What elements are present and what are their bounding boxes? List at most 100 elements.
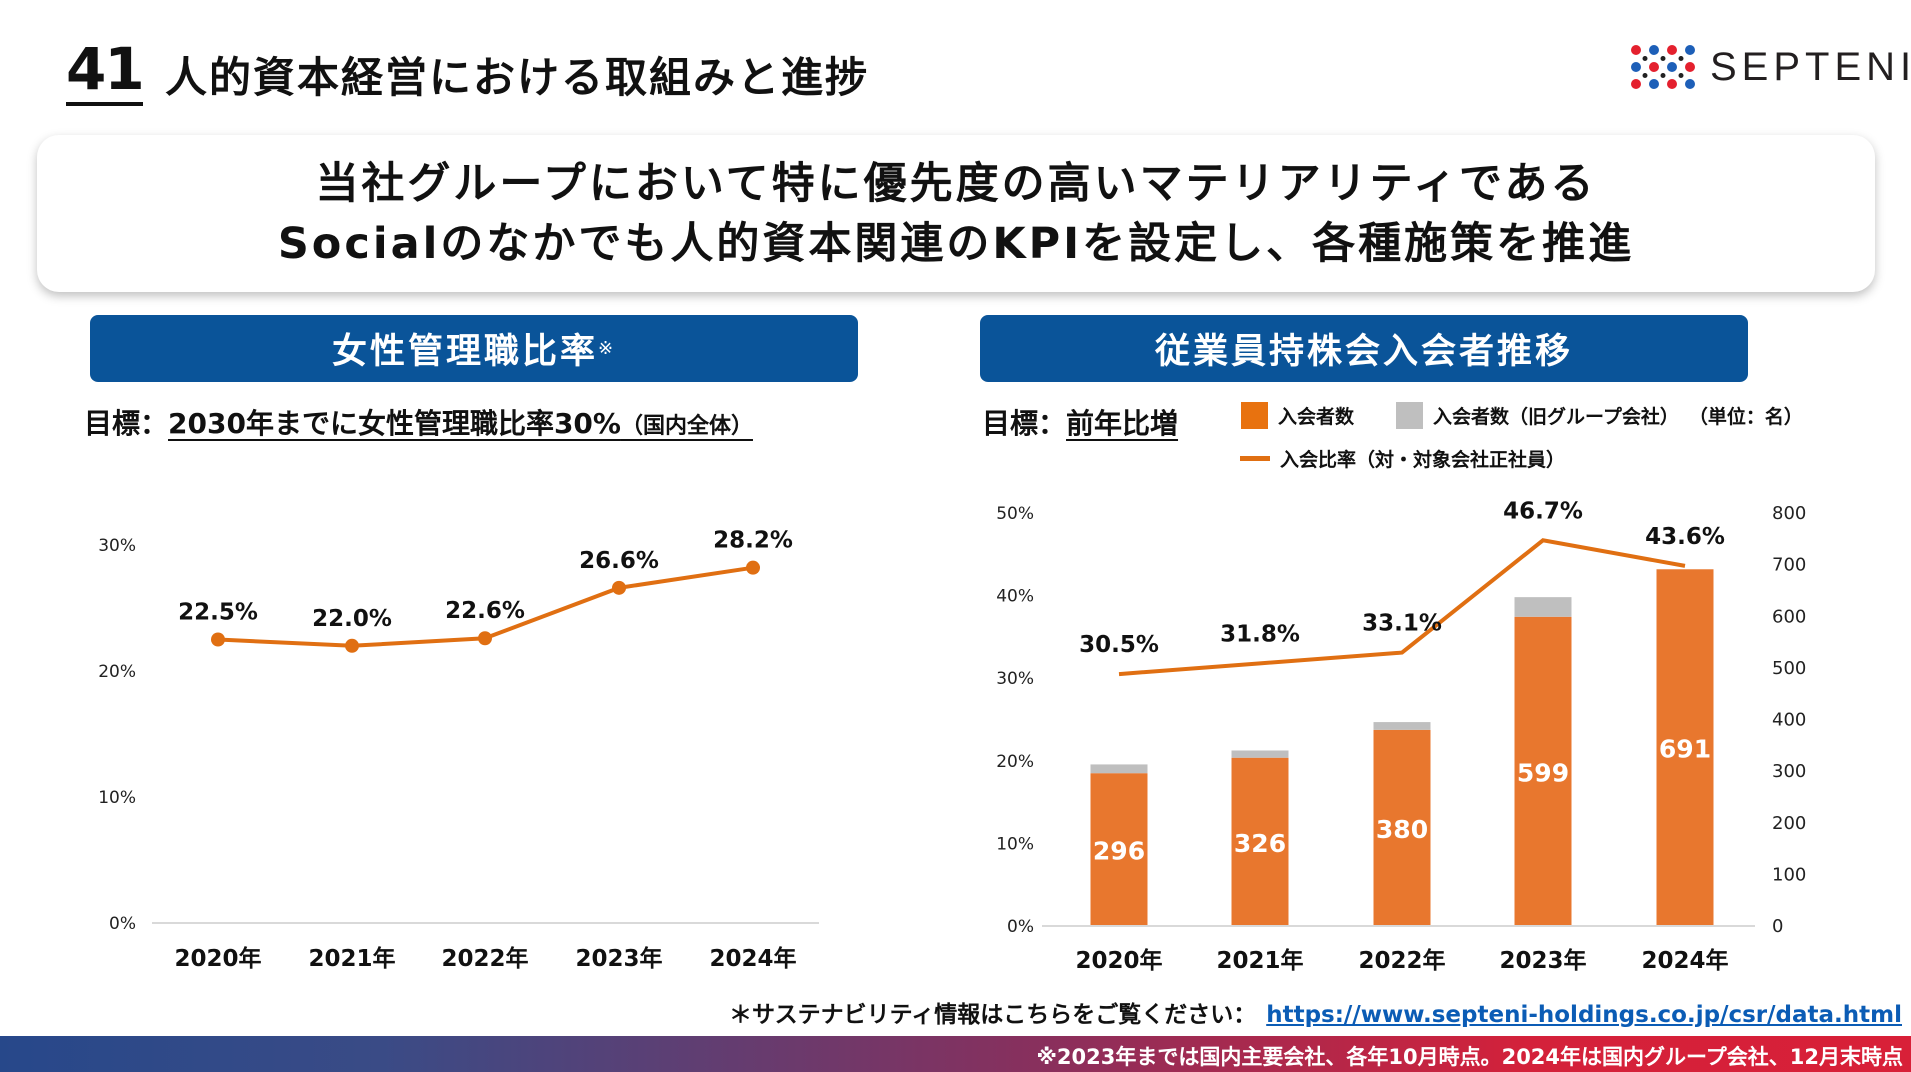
y-right-tick-label: 800 [1772, 503, 1806, 524]
right-header-text: 従業員持株会入会者推移 [1154, 332, 1573, 372]
right-goal-text: 前年比増 [1066, 407, 1179, 440]
logo-dot [1667, 45, 1677, 55]
page-number: 41 [66, 38, 145, 106]
y-tick-label: 30% [98, 536, 136, 556]
y-tick-label: 0% [109, 914, 136, 934]
bar-members [1514, 616, 1572, 926]
data-point [345, 638, 359, 653]
data-label: 22.0% [312, 606, 392, 632]
x-tick-label: 2021年 [308, 945, 395, 972]
data-point [478, 631, 492, 646]
line-data-label: 43.6% [1645, 524, 1725, 550]
data-point [746, 560, 760, 575]
line-data-label: 33.1% [1362, 611, 1442, 637]
logo-star [1678, 56, 1684, 61]
line-data-label: 31.8% [1220, 621, 1300, 647]
bar-members [1090, 773, 1148, 926]
banner-line-1: 当社グループにおいて特に優先度の高いマテリアリティである [315, 158, 1597, 209]
bar-members [1373, 729, 1431, 926]
legend-item-ratio: 入会比率（対・対象会社正社員） [1240, 445, 1565, 472]
x-tick-label: 2022年 [1358, 947, 1445, 974]
y-tick-label: 20% [98, 662, 136, 682]
y-right-tick-label: 100 [1772, 864, 1806, 885]
y-left-tick-label: 40% [996, 587, 1034, 607]
logo-star [1678, 73, 1684, 78]
x-tick-label: 2024年 [709, 945, 796, 972]
y-left-tick-label: 50% [996, 504, 1034, 524]
legend-label-old-group: 入会者数（旧グループ会社） [1433, 406, 1679, 428]
left-header-mark: ※ [597, 338, 617, 359]
left-goal: 目標：2030年までに女性管理職比率30%（国内全体） [84, 402, 753, 442]
bar-label: 691 [1659, 735, 1711, 764]
banner-line-2: Socialのなかでも人的資本関連のKPIを設定し、各種施策を推進 [277, 218, 1635, 269]
right-goal-label: 目標： [982, 407, 1067, 440]
logo-dot [1631, 79, 1641, 89]
bar-old-group [1373, 722, 1431, 730]
esop-members-chart: 0% 10% 20% 30% 40% 50% 0 100 200 300 400 500 600 700 8… [996, 498, 1806, 974]
legend-swatch-grey [1396, 402, 1423, 429]
logo-dot [1685, 79, 1695, 89]
right-goal: 目標：前年比増 [982, 402, 1178, 442]
y-right-tick-label: 700 [1772, 555, 1806, 576]
data-point [211, 632, 225, 647]
logo-dot [1667, 62, 1677, 72]
x-tick-label: 2020年 [174, 945, 261, 972]
y-left-tick-label: 20% [996, 752, 1034, 772]
bar-label: 326 [1234, 829, 1286, 858]
left-panel-header: 女性管理職比率 ※ [90, 315, 858, 382]
left-goal-text: 2030年までに女性管理職比率30% [168, 407, 621, 440]
septeni-logo: SEPTENI [1630, 44, 1911, 90]
x-tick-label: 2022年 [441, 945, 528, 972]
bar-label: 296 [1093, 837, 1145, 866]
logo-dot [1649, 79, 1659, 89]
female-manager-ratio-chart: 0% 10% 20% 30% 22.5% 2020年 22.0% 2021年 22.6% 2022… [98, 528, 819, 972]
logo-dot [1631, 62, 1641, 72]
right-panel-header: 従業員持株会入会者推移 [980, 315, 1748, 382]
sustainability-note: ＊サステナビリティ情報はこちらをご覧ください： https://www.septe… [729, 995, 1902, 1029]
legend-line-swatch [1240, 456, 1270, 461]
bar-old-group [1231, 750, 1289, 758]
bar-label: 599 [1517, 758, 1569, 787]
ratio-line [1118, 538, 1686, 677]
y-right-tick-label: 500 [1772, 658, 1806, 679]
bar-members [1231, 757, 1289, 926]
y-right-tick-label: 0 [1772, 916, 1783, 937]
bar-label: 380 [1376, 815, 1428, 844]
logo-star [1642, 73, 1648, 78]
logo-dots-icon [1631, 45, 1695, 89]
logo-dot [1649, 45, 1659, 55]
y-right-tick-label: 300 [1772, 761, 1806, 782]
y-tick-label: 10% [98, 788, 136, 808]
logo-dot [1667, 79, 1677, 89]
bar-old-group [1090, 764, 1148, 774]
left-header-text: 女性管理職比率 [331, 332, 598, 372]
y-left-tick-label: 0% [1007, 917, 1034, 937]
y-right-tick-label: 400 [1772, 710, 1806, 731]
footnote: ※2023年までは国内主要会社、各年10月時点。2024年は国内グループ会社、1… [1036, 1045, 1904, 1069]
data-label: 22.6% [445, 598, 525, 624]
y-left-tick-label: 10% [996, 834, 1034, 854]
x-tick-label: 2020年 [1075, 947, 1162, 974]
legend-item-old-group: 入会者数（旧グループ会社） （単位：名） [1396, 402, 1803, 429]
logo-dot [1685, 45, 1695, 55]
line-data-label: 46.7% [1503, 498, 1583, 524]
sustainability-link[interactable]: https://www.septeni-holdings.co.jp/csr/d… [1266, 1002, 1902, 1028]
x-tick-label: 2021年 [1216, 947, 1303, 974]
legend-swatch-orange [1241, 402, 1268, 429]
x-tick-label: 2024年 [1641, 947, 1728, 974]
logo-star [1660, 56, 1666, 61]
logo-star [1642, 56, 1648, 61]
logo-dot [1685, 62, 1695, 72]
y-right-tick-label: 600 [1772, 606, 1806, 627]
left-goal-label: 目標： [84, 407, 169, 440]
summary-banner: 当社グループにおいて特に優先度の高いマテリアリティである Socialのなかでも… [37, 135, 1875, 292]
note-prefix: ＊サステナビリティ情報はこちらをご覧ください： [729, 1002, 1257, 1028]
page-title: 人的資本経営における取組みと進捗 [165, 53, 870, 102]
y-left-tick-label: 30% [996, 669, 1034, 689]
data-label: 26.6% [579, 548, 659, 574]
unit-note: （単位：名） [1688, 406, 1803, 428]
legend-label-members: 入会者数 [1278, 406, 1355, 428]
data-point [612, 580, 626, 595]
data-label: 22.5% [178, 600, 258, 626]
footer-bar [0, 1036, 1911, 1072]
